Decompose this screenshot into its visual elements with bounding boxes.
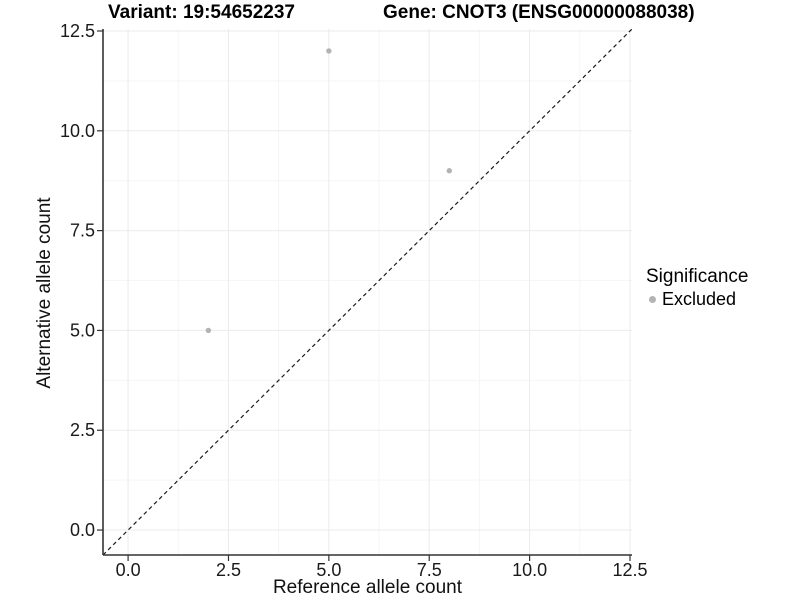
- y-tick-label: 10.0: [60, 121, 95, 141]
- y-tick-label: 7.5: [70, 221, 95, 241]
- legend-item-excluded: Excluded: [646, 288, 748, 310]
- legend-point-icon: [649, 295, 656, 303]
- y-tick-label: 5.0: [70, 320, 95, 340]
- data-point: [446, 168, 453, 174]
- x-tick-label: 12.5: [612, 560, 647, 580]
- x-tick-label: 0.0: [116, 560, 141, 580]
- x-tick-label: 5.0: [316, 560, 341, 580]
- identity-line: [102, 28, 633, 556]
- y-tick-label: 12.5: [60, 21, 95, 41]
- plot-title-variant: Variant: 19:54652237: [108, 2, 295, 23]
- x-tick-label: 2.5: [216, 560, 241, 580]
- y-tick-label: 2.5: [70, 420, 95, 440]
- x-tick-label: 10.0: [512, 560, 547, 580]
- data-point: [326, 48, 332, 54]
- y-axis-title: Alternative allele count: [34, 197, 55, 389]
- legend-title: Significance: [646, 266, 749, 287]
- x-tick-label: 7.5: [417, 560, 442, 580]
- y-tick-label: 0.0: [70, 520, 95, 540]
- legend: Significance Excluded: [646, 266, 748, 310]
- x-axis-title: Reference allele count: [272, 577, 463, 598]
- data-point: [205, 327, 212, 334]
- plot-title-gene: Gene: CNOT3 (ENSG00000088038): [383, 2, 695, 23]
- legend-item-label: Excluded: [662, 288, 737, 309]
